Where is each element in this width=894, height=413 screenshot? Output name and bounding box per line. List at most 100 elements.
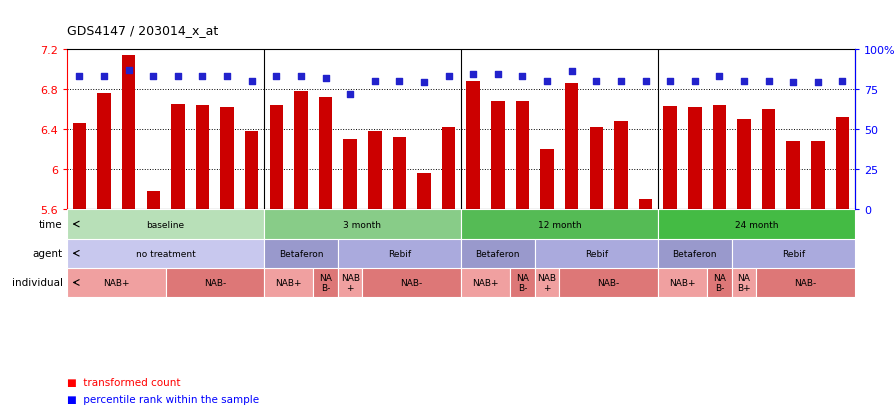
Text: 12 month: 12 month bbox=[537, 220, 580, 229]
Bar bbox=[72, 124, 86, 210]
Text: NAB-: NAB- bbox=[401, 278, 422, 287]
Bar bbox=[220, 108, 233, 210]
Bar bbox=[835, 118, 848, 210]
Point bbox=[97, 74, 111, 80]
Bar bbox=[466, 82, 479, 210]
Text: NAB+: NAB+ bbox=[103, 278, 130, 287]
Point bbox=[146, 74, 160, 80]
Text: Rebif: Rebif bbox=[584, 249, 607, 258]
Bar bbox=[540, 150, 553, 210]
Text: Betaferon: Betaferon bbox=[278, 249, 323, 258]
Text: ■  transformed count: ■ transformed count bbox=[67, 377, 181, 387]
Bar bbox=[559, 268, 657, 297]
Point bbox=[195, 74, 209, 80]
Point bbox=[392, 78, 406, 85]
Point bbox=[367, 78, 382, 85]
Bar bbox=[589, 128, 603, 210]
Text: NA
B-: NA B- bbox=[713, 273, 725, 292]
Bar bbox=[165, 268, 264, 297]
Point bbox=[441, 74, 455, 80]
Text: NAB+: NAB+ bbox=[669, 278, 695, 287]
Text: GDS4147 / 203014_x_at: GDS4147 / 203014_x_at bbox=[67, 24, 218, 37]
Bar bbox=[318, 97, 332, 210]
Bar bbox=[362, 268, 460, 297]
Point bbox=[293, 74, 308, 80]
Bar bbox=[491, 102, 504, 210]
Bar bbox=[460, 210, 657, 239]
Bar bbox=[662, 107, 676, 210]
Text: NA
B-: NA B- bbox=[319, 273, 332, 292]
Bar bbox=[67, 210, 264, 239]
Bar bbox=[510, 268, 535, 297]
Bar bbox=[264, 268, 313, 297]
Bar bbox=[786, 142, 799, 210]
Point bbox=[72, 74, 87, 80]
Bar bbox=[442, 128, 455, 210]
Text: no treatment: no treatment bbox=[136, 249, 195, 258]
Bar bbox=[638, 200, 652, 210]
Bar bbox=[706, 268, 731, 297]
Point bbox=[810, 80, 824, 87]
Bar bbox=[687, 108, 701, 210]
Bar bbox=[338, 268, 362, 297]
Text: NAB
+: NAB + bbox=[537, 273, 556, 292]
Bar bbox=[171, 104, 184, 210]
Point bbox=[834, 78, 848, 85]
Bar bbox=[535, 239, 657, 268]
Text: agent: agent bbox=[32, 249, 63, 259]
Point bbox=[515, 74, 529, 80]
Point bbox=[417, 80, 431, 87]
Point bbox=[269, 74, 283, 80]
Bar bbox=[731, 239, 854, 268]
Bar bbox=[535, 268, 559, 297]
Text: Betaferon: Betaferon bbox=[475, 249, 519, 258]
Bar bbox=[755, 268, 854, 297]
Bar bbox=[313, 268, 338, 297]
Text: NAB-: NAB- bbox=[794, 278, 815, 287]
Bar bbox=[264, 239, 338, 268]
Point bbox=[785, 80, 799, 87]
Bar bbox=[613, 122, 627, 210]
Bar bbox=[460, 268, 510, 297]
Bar bbox=[97, 94, 111, 210]
Bar bbox=[657, 268, 706, 297]
Text: Rebif: Rebif bbox=[387, 249, 410, 258]
Text: time: time bbox=[39, 219, 63, 230]
Text: NA
B-: NA B- bbox=[516, 273, 528, 292]
Text: NAB+: NAB+ bbox=[472, 278, 498, 287]
Text: NAB-: NAB- bbox=[204, 278, 225, 287]
Bar bbox=[515, 102, 528, 210]
Text: NA
B+: NA B+ bbox=[737, 273, 750, 292]
Bar bbox=[460, 239, 535, 268]
Point bbox=[171, 74, 185, 80]
Text: Rebif: Rebif bbox=[780, 249, 804, 258]
Point bbox=[244, 78, 258, 85]
Point bbox=[662, 78, 677, 85]
Bar bbox=[417, 174, 430, 210]
Bar bbox=[731, 268, 755, 297]
Bar bbox=[761, 110, 774, 210]
Point bbox=[122, 67, 136, 74]
Text: 24 month: 24 month bbox=[734, 220, 777, 229]
Bar bbox=[122, 56, 135, 210]
Point bbox=[712, 74, 726, 80]
Point bbox=[687, 78, 701, 85]
Text: NAB
+: NAB + bbox=[341, 273, 359, 292]
Bar bbox=[657, 210, 854, 239]
Text: baseline: baseline bbox=[147, 220, 184, 229]
Bar bbox=[367, 132, 381, 210]
Bar bbox=[294, 92, 308, 210]
Bar bbox=[264, 210, 460, 239]
Text: Betaferon: Betaferon bbox=[671, 249, 716, 258]
Point bbox=[564, 69, 578, 75]
Point bbox=[318, 75, 333, 82]
Bar bbox=[67, 268, 165, 297]
Point bbox=[490, 72, 504, 78]
Point bbox=[736, 78, 750, 85]
Bar bbox=[196, 106, 209, 210]
Bar bbox=[343, 140, 357, 210]
Bar bbox=[657, 239, 731, 268]
Point bbox=[466, 72, 480, 78]
Point bbox=[539, 78, 553, 85]
Text: 3 month: 3 month bbox=[343, 220, 381, 229]
